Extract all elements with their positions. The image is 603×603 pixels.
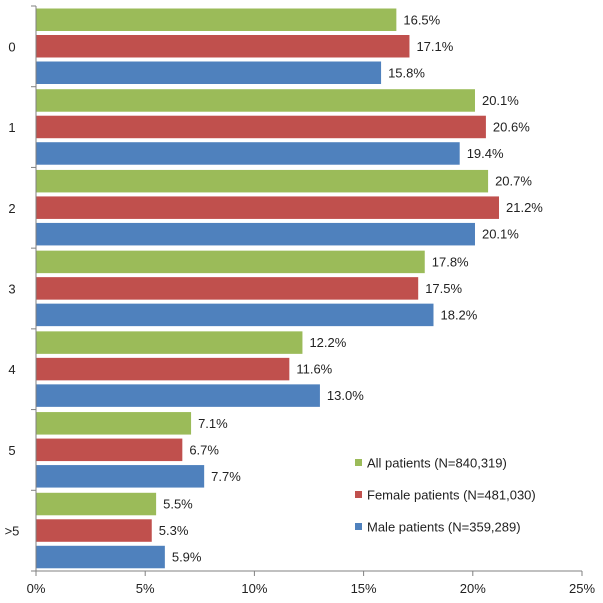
x-tick-label: 15% — [351, 581, 377, 596]
bar-all-cat-2 — [36, 169, 489, 193]
data-label: 15.8% — [388, 65, 425, 80]
data-label: 17.8% — [432, 254, 469, 269]
bar-male-cat-6 — [36, 545, 165, 569]
bar-male-cat-1 — [36, 142, 460, 165]
category-label: 2 — [8, 201, 15, 216]
category-label: >5 — [5, 524, 20, 539]
bar-male-cat-2 — [36, 222, 475, 246]
data-label: 7.1% — [198, 416, 228, 431]
bar-female-cat-6 — [36, 519, 152, 542]
data-label: 20.1% — [482, 93, 519, 108]
data-label: 20.6% — [493, 119, 530, 134]
data-label: 21.2% — [506, 200, 543, 215]
bar-male-cat-5 — [36, 465, 205, 488]
category-label: 3 — [8, 282, 15, 297]
bar-male-cat-0 — [36, 61, 382, 84]
data-labels-layer: 16.5% 17.1% 15.8% 20.1% 20.6% 19.4% 20.7% 21.2%… — [159, 12, 544, 564]
x-tick-label: 0% — [27, 581, 46, 596]
bar-male-cat-4 — [36, 384, 320, 407]
category-label: 0 — [8, 39, 15, 54]
data-label: 17.5% — [425, 281, 462, 296]
bars-layer — [36, 8, 500, 569]
x-tick-label: 10% — [241, 581, 267, 596]
bar-all-cat-4 — [36, 331, 303, 354]
bar-all-cat-1 — [36, 89, 475, 112]
bar-male-cat-3 — [36, 303, 434, 327]
bar-all-cat-0 — [36, 8, 397, 31]
legend-label: Male patients (N=359,289) — [367, 520, 521, 535]
category-label: 4 — [8, 362, 15, 377]
data-label: 11.6% — [296, 362, 332, 377]
legend-swatch-all — [355, 459, 362, 466]
data-label: 19.4% — [467, 146, 504, 161]
data-label: 18.2% — [440, 307, 477, 322]
bar-female-cat-2 — [36, 196, 500, 219]
x-tick-label: 25% — [569, 581, 595, 596]
bar-female-cat-3 — [36, 277, 419, 300]
bar-all-cat-5 — [36, 412, 192, 435]
legend-label: Female patients (N=481,030) — [367, 488, 536, 503]
data-label: 20.1% — [482, 227, 519, 242]
data-label: 20.7% — [495, 174, 532, 189]
data-label: 16.5% — [403, 12, 440, 27]
x-tick-label: 5% — [136, 581, 155, 596]
data-label: 5.9% — [172, 550, 202, 565]
data-label: 5.5% — [163, 497, 193, 512]
legend-swatch-female — [355, 491, 362, 498]
legend-swatch-male — [355, 523, 362, 530]
category-label: 1 — [8, 120, 15, 135]
axes-layer: 0 1 2 3 4 5 >5 0% 5% 10% 15% 20% 25% — [5, 5, 595, 596]
legend-label: All patients (N=840,319) — [367, 456, 507, 471]
data-label: 13.0% — [327, 388, 364, 403]
data-label: 6.7% — [189, 442, 219, 457]
data-label: 17.1% — [416, 39, 453, 54]
x-tick-label: 20% — [460, 581, 486, 596]
bar-female-cat-4 — [36, 357, 290, 381]
category-label: 5 — [8, 443, 15, 458]
bar-female-cat-5 — [36, 438, 183, 462]
legend: All patients (N=840,319) Female patients … — [355, 456, 536, 535]
bar-all-cat-3 — [36, 250, 425, 274]
bar-female-cat-0 — [36, 35, 410, 58]
data-label: 7.7% — [211, 469, 241, 484]
bar-female-cat-1 — [36, 115, 486, 139]
bar-all-cat-6 — [36, 492, 157, 516]
data-label: 12.2% — [309, 335, 346, 350]
data-label: 5.3% — [159, 523, 189, 538]
